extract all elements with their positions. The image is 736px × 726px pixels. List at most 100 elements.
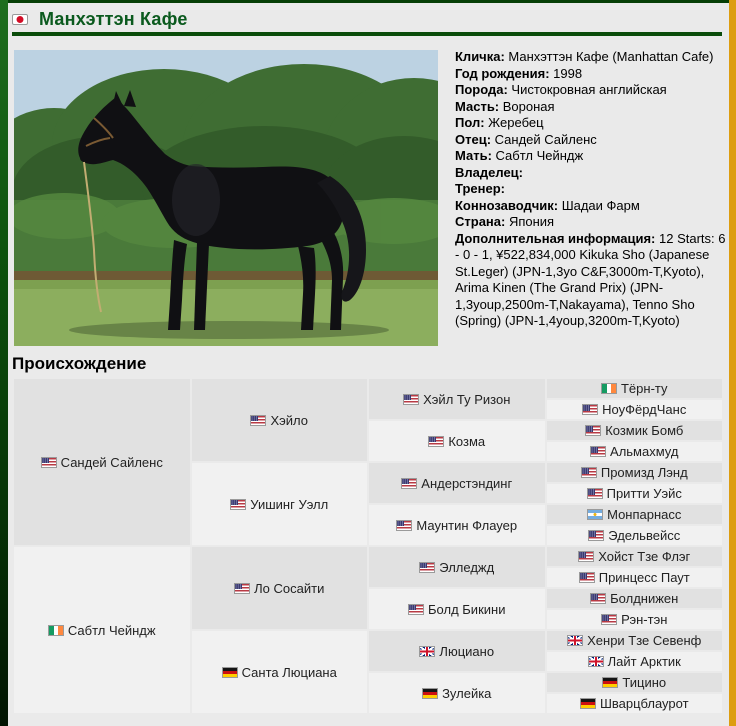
horse-name: Хойст Тзе Флэг [598,549,691,564]
horse-name: Притти Уэйс [606,486,682,501]
flag-de-icon [579,698,596,709]
info-label: Мать: [455,148,492,163]
info-value: Сандей Сайленс [491,131,597,147]
japan-flag-icon [12,14,28,25]
flag-us-icon [419,561,436,573]
pedigree-cell: Зулейка [369,673,545,713]
pedigree-cell: Монпарнасс [546,505,722,524]
info-line: Порода: Чистокровная английская [455,82,727,99]
flag-us-icon [401,477,418,489]
flag-us-icon [250,414,267,426]
pedigree-table: Сандей Сайленс Хэйло Хэйл Ту Ризон Тёрн-ту Н… [12,377,724,715]
flag-us-icon [40,456,57,468]
pedigree-cell: Альмахмуд [546,442,722,461]
info-line: Страна: Япония [455,214,727,231]
horse-name: Шварцблаурот [599,696,689,711]
info-line: Пол: Жеребец [455,115,727,132]
info-line: Дополнительная информация: 12 Starts: 6 … [455,231,727,330]
info-label: Масть: [455,98,500,114]
pedigree-cell: Рэн-тэн [546,610,722,629]
pedigree-cell: Шварцблаурот [546,694,722,713]
info-value: 12 Starts: 6 - 0 - 1, ¥522,834,000 Kikuk… [455,230,726,329]
horse-name: Зулейка [442,685,492,701]
info-line: Коннозаводчик: Шадаи Фарм [455,198,727,215]
flag-gb-icon [567,635,584,646]
pedigree-cell: Хэйло [191,379,367,461]
flag-de-icon [602,677,619,688]
pedigree-cell: Хенри Тзе Севенф [546,631,722,650]
horse-name: Болд Бикини [428,601,506,617]
pedigree-cell: НоуФёрдЧанс [546,400,722,419]
pedigree-cell: Уишинг Уэлл [191,463,367,545]
info-value: Жеребец [484,115,544,130]
right-border [729,0,736,726]
pedigree-cell: Маунтин Флауер [369,505,545,545]
horse-name: Люциано [439,643,495,659]
pedigree-table-wrap: Сандей Сайленс Хэйло Хэйл Ту Ризон Тёрн-ту Н… [12,377,724,715]
info-label: Тренер: [455,181,505,196]
pedigree-heading: Происхождение [12,354,147,373]
horse-name: Болднижен [610,591,679,606]
flag-us-icon [590,446,607,457]
horse-photo [14,50,438,346]
pedigree-cell: Лайт Арктик [546,652,722,671]
info-label: Кличка: [455,49,505,64]
horse-name: Маунтин Флауер [416,517,518,533]
pedigree-cell: Промизд Лэнд [546,463,722,482]
flag-ar-icon [587,509,604,520]
info-value: Шадаи Фарм [558,197,640,213]
info-line: Год рождения: 1998 [455,66,727,83]
flag-gb-icon [587,656,604,667]
info-label: Год рождения: [455,65,550,81]
flag-ie-icon [600,383,617,394]
info-line: Владелец: [455,165,727,182]
horse-name: Уишинг Уэлл [250,496,329,512]
pedigree-cell: Хойст Тзе Флэг [546,547,722,566]
pedigree-cell: Санта Люциана [191,631,367,713]
flag-de-icon [422,687,439,699]
horse-name: Тёрн-ту [620,381,668,396]
horse-name: Козмик Бомб [605,423,684,438]
pedigree-cell: Болднижен [546,589,722,608]
horse-name: Ло Сосайти [254,580,325,596]
info-line: Масть: Вороная [455,99,727,116]
horse-name: Элледжд [439,559,495,575]
horse-name: Андерстэндинг [421,475,513,491]
info-label: Дополнительная информация: [455,230,656,246]
info-value: Чистокровная английская [507,82,667,97]
info-value: 1998 [549,65,583,81]
pedigree-cell: Андерстэндинг [369,463,545,503]
page-title: Манхэттэн Кафе [39,9,188,29]
pedigree-cell: Сандей Сайленс [14,379,190,545]
info-line: Кличка: Манхэттэн Кафе (Manhattan Cafe) [455,49,727,66]
pedigree-cell: Тёрн-ту [546,379,722,398]
horse-name: Хэйл Ту Ризон [423,391,511,407]
horse-name: Промизд Лэнд [600,465,688,480]
horse-name: НоуФёрдЧанс [602,402,687,417]
left-border [0,0,8,726]
flag-us-icon [585,425,602,436]
horse-name: Принцесс Паут [598,570,690,585]
info-label: Отец: [455,131,492,147]
horse-name: Санта Люциана [241,664,337,680]
flag-us-icon [396,519,413,531]
flag-de-icon [221,666,238,678]
horse-name: Эдельвейсс [608,528,681,543]
flag-us-icon [428,435,445,447]
flag-us-icon [601,614,618,625]
header-divider [12,32,722,36]
pedigree-cell: Ло Сосайти [191,547,367,629]
flag-us-icon [230,498,247,510]
flag-us-icon [408,603,425,615]
flag-us-icon [234,582,251,594]
info-label: Коннозаводчик: [455,197,559,213]
flag-us-icon [578,551,595,562]
pedigree-cell: Элледжд [369,547,545,587]
horse-name: Сандей Сайленс [60,454,163,470]
flag-us-icon [590,593,607,604]
horse-name: Монпарнасс [607,507,682,522]
flag-us-icon [403,393,420,405]
horse-name: Альмахмуд [610,444,679,459]
flag-us-icon [586,488,603,499]
horse-name: Хэйло [270,412,309,428]
